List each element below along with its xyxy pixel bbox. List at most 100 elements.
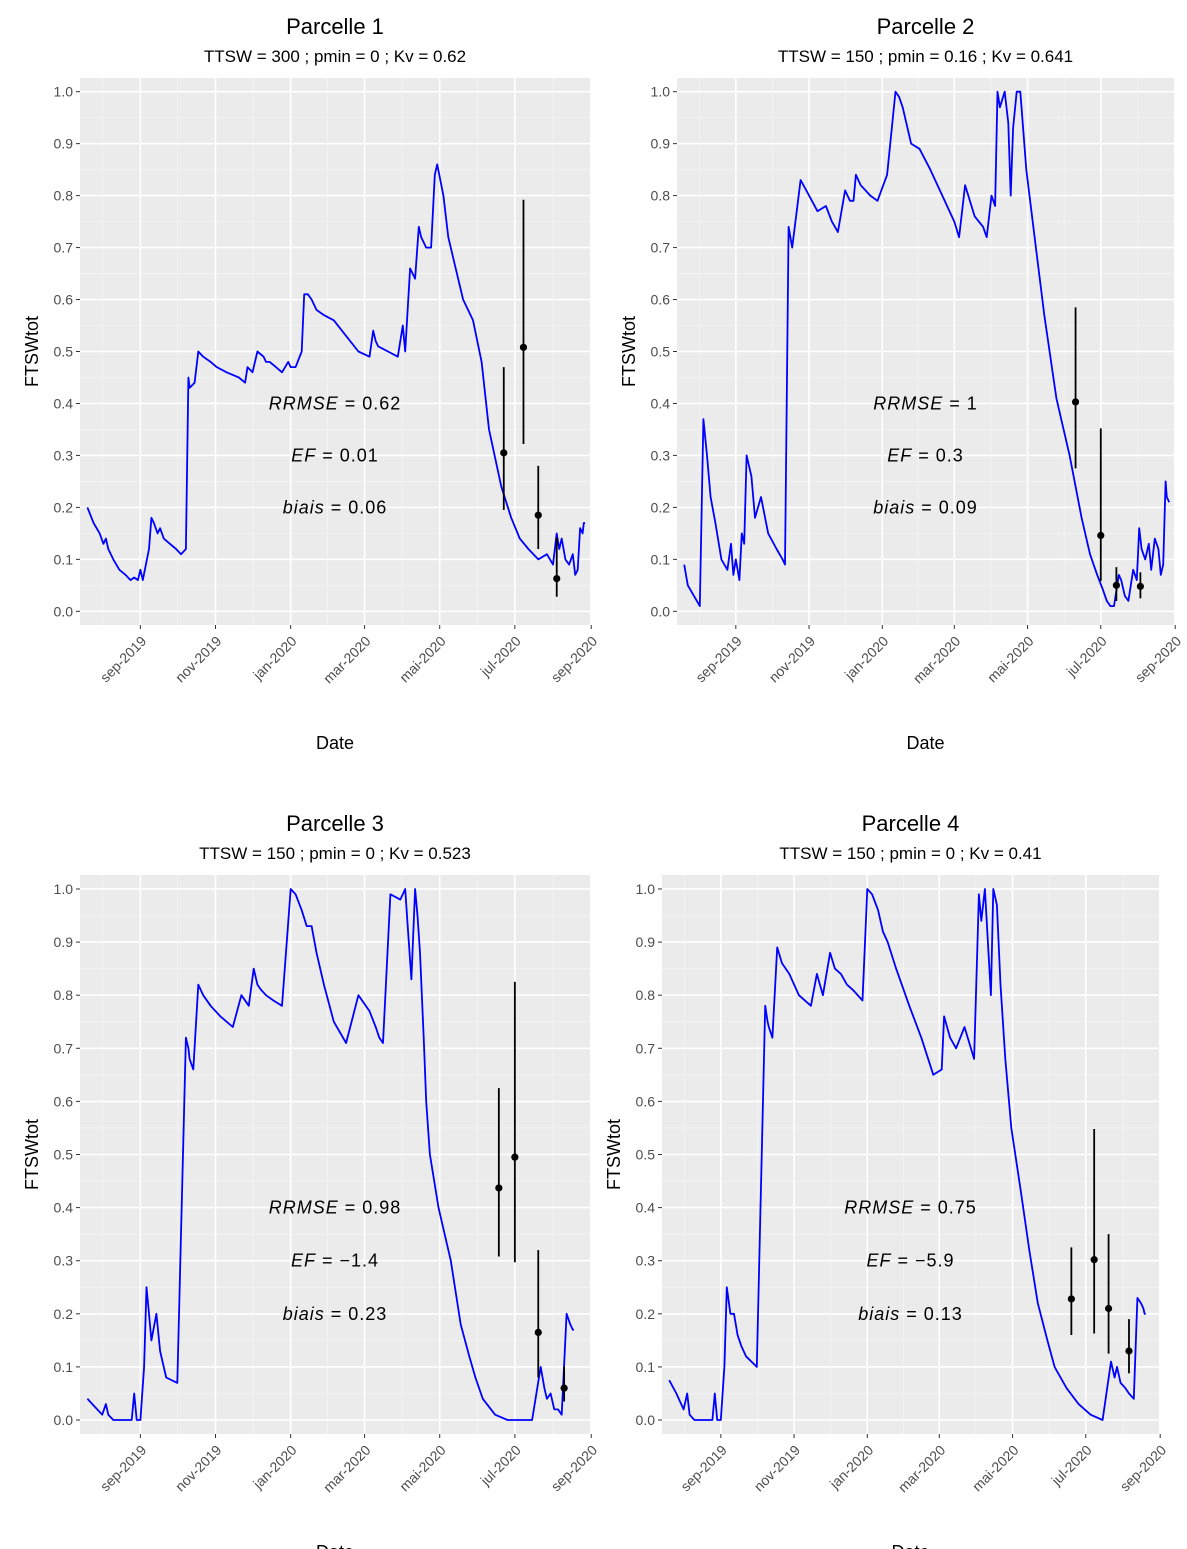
stat-equals: = — [914, 1198, 938, 1218]
y-tick-label: 0.4 — [636, 1200, 656, 1216]
stat-equals: = — [900, 1304, 924, 1324]
x-tick-label: jan-2020 — [249, 633, 300, 684]
stat-annotation-rrmse: RRMSE = 0.98 — [269, 1198, 402, 1218]
stat-equals: = — [325, 1304, 349, 1324]
x-tick-label: nov-2019 — [172, 1442, 225, 1495]
x-tick-label: jul-2020 — [477, 633, 524, 680]
y-axis-title: FTSWtot — [619, 316, 639, 387]
y-tick-label: 0.6 — [636, 1093, 656, 1109]
stat-value: 0.06 — [348, 497, 387, 517]
stat-name: RRMSE — [873, 393, 943, 413]
y-tick-label: 0.8 — [636, 987, 656, 1003]
panel-subtitle: TTSW = 150 ; pmin = 0 ; Kv = 0.41 — [779, 844, 1041, 863]
stat-value: 0.23 — [348, 1304, 387, 1324]
stat-equals: = — [316, 1251, 340, 1271]
x-tick-label: jul-2020 — [1048, 1442, 1095, 1489]
x-tick-label: jan-2020 — [249, 1442, 300, 1493]
stat-equals: = — [912, 445, 936, 465]
y-tick-label: 0.5 — [651, 344, 671, 360]
stat-equals: = — [316, 445, 340, 465]
observation-point — [1090, 1256, 1098, 1264]
x-tick-label: sep-2020 — [548, 633, 601, 686]
panel-subtitle: TTSW = 300 ; pmin = 0 ; Kv = 0.62 — [204, 47, 466, 66]
y-tick-label: 0.7 — [54, 240, 74, 256]
stat-annotation-biais: biais = 0.06 — [283, 497, 388, 517]
stat-value: 0.98 — [362, 1198, 401, 1218]
x-tick-label: mai-2020 — [396, 633, 449, 686]
y-tick-label: 0.7 — [636, 1040, 656, 1056]
x-tick-label: jul-2020 — [477, 1442, 524, 1489]
x-tick-label: mai-2020 — [396, 1442, 449, 1495]
panel-subtitle: TTSW = 150 ; pmin = 0.16 ; Kv = 0.641 — [778, 47, 1073, 66]
stat-annotation-ef: EF = −5.9 — [866, 1251, 954, 1271]
y-tick-label: 0.7 — [651, 240, 671, 256]
observation-point — [1067, 1295, 1075, 1303]
y-tick-label: 0.1 — [54, 551, 74, 567]
y-tick-label: 0.1 — [636, 1359, 656, 1375]
stat-name: biais — [283, 1304, 325, 1324]
x-tick-label: mar-2020 — [895, 1442, 949, 1496]
x-tick-label: mar-2020 — [320, 633, 374, 687]
x-tick-label: jan-2020 — [826, 1442, 877, 1493]
y-axis-title: FTSWtot — [22, 1119, 42, 1190]
y-tick-label: 0.4 — [54, 395, 74, 411]
x-tick-label: nov-2019 — [766, 633, 819, 686]
panel-title: Parcelle 3 — [286, 811, 384, 836]
y-tick-label: 0.0 — [54, 1412, 74, 1428]
y-tick-label: 0.9 — [636, 934, 656, 950]
y-tick-label: 0.2 — [651, 499, 671, 515]
y-tick-label: 0.0 — [54, 603, 74, 619]
y-axis-title: FTSWtot — [22, 316, 42, 387]
stat-value: −1.4 — [339, 1251, 379, 1271]
panel-subtitle: TTSW = 150 ; pmin = 0 ; Kv = 0.523 — [199, 844, 471, 863]
stat-equals: = — [325, 497, 349, 517]
x-tick-label: sep-2019 — [677, 1442, 730, 1495]
chart-panel-3: 0.0 0.1 0.2 0.3 0.4 0.5 0.6 0.7 0.8 0.9 1.0 sep-201… — [22, 811, 600, 1549]
stat-annotation-biais: biais = 0.09 — [873, 497, 978, 517]
observation-point — [500, 449, 508, 457]
observation-point — [519, 343, 528, 351]
y-tick-label: 0.5 — [54, 1147, 74, 1163]
stat-annotation-rrmse: RRMSE = 0.75 — [844, 1198, 977, 1218]
x-tick-label: sep-2019 — [97, 1442, 150, 1495]
stat-value: 0.75 — [938, 1198, 977, 1218]
stat-equals: = — [915, 497, 939, 517]
chart-panel-2: 0.0 0.1 0.2 0.3 0.4 0.5 0.6 0.7 0.8 0.9 1.0 sep-201… — [619, 14, 1184, 753]
x-tick-label: mai-2020 — [969, 1442, 1022, 1495]
stat-name: EF — [866, 1251, 891, 1271]
x-tick-label: nov-2019 — [751, 1442, 804, 1495]
stat-value: 0.01 — [340, 445, 379, 465]
y-tick-label: 1.0 — [54, 881, 74, 897]
observation-point — [534, 1328, 542, 1337]
y-tick-label: 0.7 — [54, 1040, 74, 1056]
series-line — [668, 888, 1146, 1421]
y-tick-label: 1.0 — [651, 84, 671, 100]
observation-point — [1125, 1347, 1133, 1355]
observation-point — [1097, 531, 1105, 540]
x-tick-label: sep-2019 — [97, 633, 150, 686]
y-tick-label: 0.6 — [651, 292, 671, 308]
y-tick-label: 0.9 — [54, 934, 74, 950]
stat-value: 0.62 — [362, 393, 401, 413]
y-tick-label: 1.0 — [636, 881, 656, 897]
y-tick-label: 0.8 — [54, 188, 74, 204]
observation-point — [1104, 1304, 1113, 1313]
stat-equals: = — [891, 1251, 915, 1271]
y-tick-label: 0.3 — [54, 1253, 74, 1269]
y-tick-label: 0.4 — [651, 395, 671, 411]
series-line — [86, 163, 586, 581]
stat-equals: = — [943, 393, 967, 413]
series-line — [683, 90, 1171, 607]
stat-name: biais — [858, 1304, 900, 1324]
x-tick-label: nov-2019 — [172, 633, 225, 686]
y-tick-label: 0.6 — [54, 292, 74, 308]
panel-title: Parcelle 4 — [862, 811, 960, 836]
stat-name: EF — [291, 445, 316, 465]
stat-name: RRMSE — [269, 393, 339, 413]
stat-annotation-biais: biais = 0.23 — [283, 1304, 388, 1324]
observation-point — [511, 1153, 519, 1161]
y-tick-label: 0.3 — [636, 1253, 656, 1269]
y-tick-label: 0.5 — [54, 344, 74, 360]
y-tick-label: 0.9 — [54, 136, 74, 152]
observation-point — [1071, 398, 1080, 406]
